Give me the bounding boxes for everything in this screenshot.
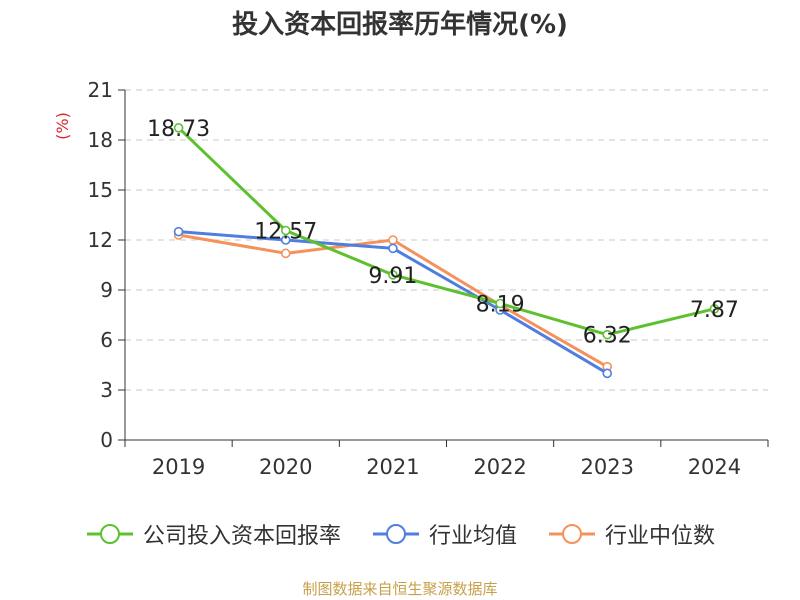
data-point-0 [388,270,398,280]
data-point-0 [280,225,291,236]
y-tick-label: 3 [100,378,113,402]
x-tick-label: 2022 [473,455,526,479]
x-tick-label: 2023 [581,455,634,479]
x-tick-label: 2020 [259,455,312,479]
y-tick-label: 0 [100,428,113,452]
data-point-2 [280,248,291,259]
y-axis-unit-label: (%) [53,112,72,140]
series-line-2 [178,233,608,368]
legend-swatch-marker [99,524,120,544]
legend: 公司投入资本回报率 行业均值 行业中位数 [0,518,800,550]
y-tick-label: 18 [88,128,113,152]
axes: 0 3 6 9 12 15 18 21 2019 2020 2021 2022 2023 2024 (%) [53,78,769,479]
data-label: 12.57 [254,220,317,245]
source-note: 制图数据来自恒生聚源数据库 [302,580,498,598]
data-point-0 [602,329,613,340]
x-tick-label: 2021 [366,455,419,479]
y-tick-label: 21 [88,78,113,102]
legend-swatch-marker [385,524,406,544]
legend-swatch-2 [549,524,595,544]
data-point-0 [709,304,720,314]
legend-swatch-1 [372,524,419,544]
data-point-0 [173,123,184,133]
y-tick-label: 6 [100,328,113,352]
data-label: 6.32 [583,324,632,349]
y-tick-label: 9 [100,278,113,302]
legend-label: 行业均值 [428,524,517,549]
data-label: 8.19 [476,293,525,318]
data-point-1 [388,243,398,254]
legend-item-1[interactable]: 行业均值 [371,518,517,550]
legend-swatch-marker [562,524,582,544]
legend-item-2[interactable]: 行业中位数 [547,518,715,550]
data-point-1 [173,226,184,237]
data-point-1 [280,235,291,245]
data-point-0 [495,298,505,309]
x-tick-label: 2024 [688,455,741,479]
legend-label: 行业中位数 [605,524,716,549]
data-label: 9.91 [368,264,417,289]
data-labels: 18.73 12.57 9.91 8.19 6.32 7.87 [147,117,739,349]
grid [125,89,768,391]
chart-title: 投入资本回报率历年情况(%) [232,10,568,40]
data-label: 18.73 [147,117,210,142]
legend-label: 公司投入资本回报率 [142,524,341,549]
legend-swatch-0 [86,524,133,544]
x-tick-label: 2019 [152,455,205,479]
series-line-0 [177,126,715,337]
y-tick-label: 12 [88,228,113,252]
data-label: 7.87 [690,298,739,323]
series-layer [173,123,720,379]
data-point-2 [388,235,398,245]
y-tick-label: 15 [88,178,113,202]
legend-item-0[interactable]: 公司投入资本回报率 [85,518,341,550]
data-point-1 [602,368,613,379]
